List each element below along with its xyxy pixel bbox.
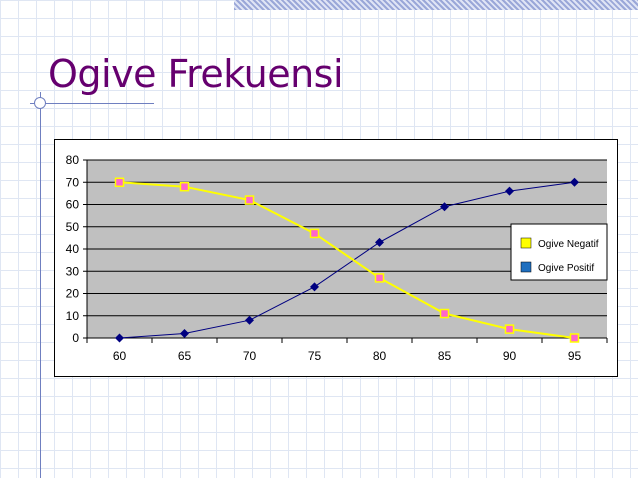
series-line-positif bbox=[119, 181, 575, 339]
y-tick-label-20: 20 bbox=[66, 287, 80, 301]
positif-point-90 bbox=[505, 186, 514, 196]
positif-point-95 bbox=[570, 177, 579, 187]
y-tick-label-30: 30 bbox=[66, 264, 80, 278]
y-tick-label-50: 50 bbox=[66, 220, 80, 234]
legend-label-negatif: Ogive Negatif bbox=[538, 239, 599, 250]
y-tick-label-40: 40 bbox=[66, 242, 80, 256]
positif-point-65 bbox=[180, 329, 189, 339]
negatif-point-70 bbox=[244, 195, 255, 205]
negatif-point-60 bbox=[114, 177, 125, 187]
y-tick-label-80: 80 bbox=[66, 153, 80, 167]
legend-swatch-negatif bbox=[520, 237, 532, 249]
x-tick-label-65: 65 bbox=[178, 349, 192, 363]
y-tick-label-60: 60 bbox=[66, 198, 80, 212]
x-tick-label-90: 90 bbox=[503, 349, 517, 363]
series-line-negatif bbox=[119, 181, 575, 339]
positif-point-80 bbox=[375, 237, 384, 247]
x-tick-label-60: 60 bbox=[113, 349, 127, 363]
negatif-point-95 bbox=[569, 333, 580, 343]
negatif-point-65 bbox=[179, 181, 190, 192]
y-tick-label-70: 70 bbox=[66, 175, 80, 189]
positif-point-85 bbox=[440, 202, 449, 212]
x-tick-label-75: 75 bbox=[308, 349, 322, 363]
chart-container: 0 10 20 30 40 50 60 70 80 60 65 70 75 80 85 90 95 Ogive N… bbox=[54, 139, 618, 377]
legend-swatch-positif bbox=[520, 261, 532, 273]
x-tick-label-70: 70 bbox=[243, 349, 257, 363]
decorative-vertical-line bbox=[40, 92, 41, 478]
negatif-point-80 bbox=[374, 273, 385, 283]
top-decorative-band bbox=[234, 0, 638, 10]
positif-point-75 bbox=[310, 282, 319, 292]
decorative-circle bbox=[34, 97, 46, 109]
y-tick-label-10: 10 bbox=[66, 309, 80, 323]
slide-title: Ogive Frekuensi bbox=[48, 52, 344, 96]
negatif-point-85 bbox=[439, 308, 450, 319]
negatif-point-90 bbox=[504, 324, 515, 334]
legend-label-positif: Ogive Positif bbox=[538, 263, 594, 274]
x-tick-label-80: 80 bbox=[373, 349, 387, 363]
ogive-chart: 0 10 20 30 40 50 60 70 80 60 65 70 75 80 85 90 95 Ogive N… bbox=[66, 153, 608, 363]
x-tick-label-95: 95 bbox=[568, 349, 582, 363]
y-tick-label-0: 0 bbox=[72, 331, 79, 345]
positif-point-70 bbox=[245, 315, 254, 325]
negatif-point-75 bbox=[309, 228, 320, 239]
x-tick-label-85: 85 bbox=[438, 349, 452, 363]
decorative-horizontal-line bbox=[30, 103, 154, 104]
positif-point-60 bbox=[115, 333, 124, 343]
